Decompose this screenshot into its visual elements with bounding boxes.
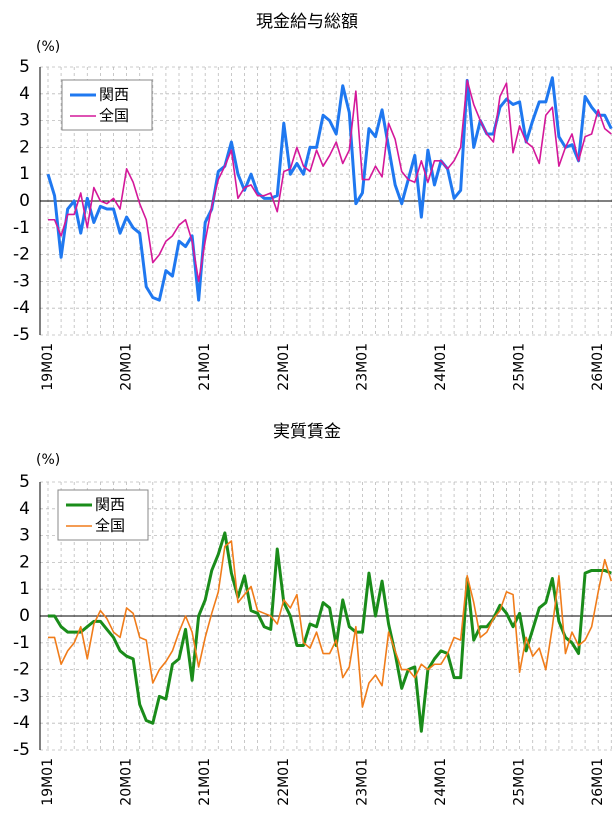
y-tick-label: 5 — [19, 472, 30, 492]
x-tick-label: 26M01 — [590, 343, 606, 391]
series-line — [48, 531, 612, 733]
y-tick-label: -4 — [13, 713, 30, 733]
y-unit: (%) — [36, 39, 60, 55]
legend-label: 全国 — [99, 107, 129, 125]
y-tick-label: -5 — [13, 740, 30, 760]
y-tick-label: 1 — [19, 579, 30, 599]
y-unit: (%) — [36, 452, 60, 468]
x-tick-label: 24M01 — [433, 758, 449, 806]
x-tick-label: 22M01 — [276, 343, 292, 391]
y-tick-label: 4 — [19, 84, 30, 104]
y-tick-label: -2 — [13, 660, 30, 680]
series-line — [46, 76, 613, 302]
y-tick-label: 2 — [19, 552, 30, 572]
chart-title: 現金給与総額 — [256, 12, 358, 32]
y-tick-label: 0 — [19, 191, 30, 211]
x-tick-label: 22M01 — [276, 758, 292, 806]
y-tick-label: 3 — [19, 111, 30, 131]
y-tick-label: 3 — [19, 526, 30, 546]
x-tick-label: 21M01 — [197, 343, 213, 391]
y-tick-label: -1 — [13, 218, 30, 238]
chart-title: 実質賃金 — [273, 422, 341, 442]
legend-label: 全国 — [95, 517, 125, 535]
y-tick-label: 1 — [19, 164, 30, 184]
x-tick-label: 21M01 — [197, 758, 213, 806]
x-tick-label: 23M01 — [354, 343, 370, 391]
y-tick-label: -1 — [13, 633, 30, 653]
y-tick-label: -5 — [13, 325, 30, 345]
x-tick-label: 20M01 — [119, 758, 135, 806]
y-tick-label: -4 — [13, 298, 30, 318]
x-tick-label: 24M01 — [433, 343, 449, 391]
x-tick-label: 23M01 — [354, 758, 370, 806]
y-tick-label: 2 — [19, 137, 30, 157]
legend-box — [61, 79, 153, 131]
x-tick-label: 19M01 — [40, 758, 56, 806]
x-tick-label: 20M01 — [119, 343, 135, 391]
legend-label: 関西 — [95, 496, 125, 514]
x-tick-label: 25M01 — [512, 758, 528, 806]
series-line — [48, 79, 612, 283]
legend-box — [57, 489, 149, 541]
y-tick-label: 4 — [19, 499, 30, 519]
x-tick-label: 25M01 — [512, 343, 528, 391]
y-tick-label: 0 — [19, 606, 30, 626]
y-tick-label: 5 — [19, 57, 30, 77]
y-tick-label: -3 — [13, 271, 30, 291]
x-tick-label: 26M01 — [590, 758, 606, 806]
x-tick-label: 19M01 — [40, 343, 56, 391]
y-tick-label: -3 — [13, 686, 30, 706]
legend-label: 関西 — [99, 86, 129, 104]
y-tick-label: -2 — [13, 245, 30, 265]
series-line — [48, 540, 613, 708]
